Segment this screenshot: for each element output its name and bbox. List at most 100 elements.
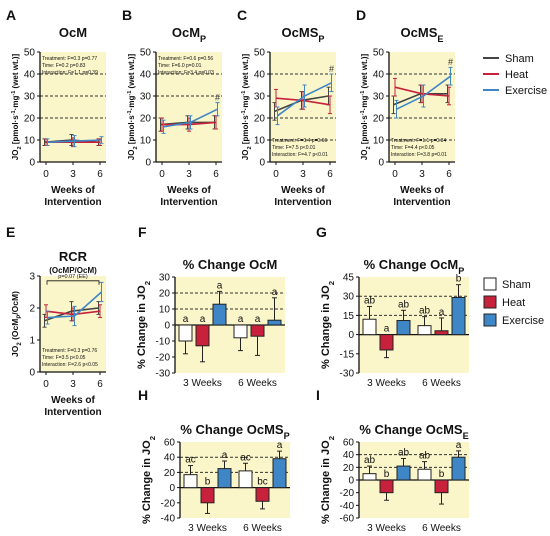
y-axis-label: % Change in JO2 — [136, 281, 152, 369]
y-tick-label: 0 — [164, 321, 170, 332]
y-tick-label: 50 — [24, 48, 36, 59]
stats-line: Treatment: F=1.1 p=0.34 — [391, 138, 446, 144]
legend-bars: Sham Heat Exercise — [483, 277, 544, 327]
y-tick-label: 0 — [348, 330, 354, 341]
bar-sham — [233, 324, 248, 339]
legend-label: Sham — [502, 279, 531, 291]
significance-mark: # — [215, 92, 220, 102]
panel-title: OcMSP — [282, 25, 325, 44]
y-tick-label: 20 — [140, 114, 152, 125]
legend-label: Heat — [505, 69, 528, 81]
label-part: JO — [11, 150, 20, 161]
group-letter: b — [205, 477, 211, 488]
panel-title: OcMSE — [401, 25, 444, 44]
y-tick-label: 30 — [343, 292, 355, 303]
panel-title: % Change OcMSP — [180, 422, 289, 441]
stats-line: Interaction: F=2.6 p<0.05 — [42, 362, 98, 368]
significance-mark: # — [329, 64, 334, 74]
y-tick-label: 40 — [373, 70, 385, 81]
stats-line: Treatment: F=0.4 p=0.66 — [272, 138, 327, 144]
bar-heat — [195, 324, 210, 347]
group-letter: a — [200, 314, 206, 325]
panel-letter: B — [122, 7, 132, 23]
panel-letter: A — [6, 7, 16, 23]
y-tick-label: 0 — [259, 158, 265, 169]
panel-letter: H — [138, 387, 148, 403]
y-tick-label: 10 — [373, 136, 385, 147]
group-letter: b — [384, 469, 390, 480]
label-part: (wet wt.)] — [127, 53, 136, 90]
group-letter: ab — [364, 455, 376, 466]
y-tick-label: 40 — [164, 453, 176, 464]
label-part: -1 — [241, 91, 247, 96]
group-letter: a — [217, 280, 223, 291]
x-tick-label: 6 — [213, 169, 219, 180]
stats-line: Treatment: F=0.3 p=0.76 — [42, 348, 97, 354]
panel-letter: D — [356, 7, 366, 23]
label-part: JO — [127, 150, 136, 161]
stats-line: Interaction: F=4.7 p<0.01 — [272, 152, 328, 158]
legend-label: Exercise — [505, 85, 547, 97]
title-main: % Change OcM — [183, 257, 278, 272]
y-tick-label: 30 — [140, 92, 152, 103]
group-letter: ab — [398, 447, 410, 458]
bar-sham — [417, 325, 432, 336]
bar-exercise — [267, 319, 282, 326]
bar-sham — [183, 474, 198, 489]
plot-area — [40, 276, 106, 372]
x-tick-label: 6 — [446, 169, 452, 180]
label-part: -1 — [127, 110, 133, 115]
y-tick-label: -15 — [340, 349, 355, 360]
label-part: JO — [10, 345, 20, 357]
stats-line: Time: F=0.2 p=0.83 — [42, 63, 86, 69]
y-tick-label: 3 — [29, 272, 35, 283]
category-label: 6 Weeks — [243, 523, 282, 534]
x-tick-label: 3 — [70, 379, 76, 390]
label-part: (OcM — [10, 319, 20, 343]
category-label: 3 Weeks — [188, 523, 227, 534]
group-letter: a — [183, 314, 189, 325]
x-tick-label: 3 — [186, 169, 192, 180]
y-axis-label: % Change in JO2 — [320, 281, 336, 369]
y-tick-label: -40 — [161, 514, 176, 525]
y-tick-label: 45 — [343, 273, 355, 284]
x-axis-label: Weeks of — [51, 395, 95, 406]
x-axis-label: Intervention — [393, 197, 450, 208]
label-part: [pmol·s — [127, 115, 136, 147]
stats-line: Treatment: F=0.3 p=0.77 — [42, 56, 97, 62]
y-axis-label: % Change in JO2 — [320, 436, 336, 524]
y-tick-label: -60 — [340, 514, 355, 525]
title-main: OcM — [59, 25, 87, 40]
title-subscript: P — [284, 431, 290, 441]
y-tick-label: 10 — [24, 136, 36, 147]
label-part: % Change in JO — [320, 440, 332, 524]
y-axis-label: JO2 [pmol·s-1·mg-1 (wet wt.)] — [241, 53, 253, 160]
panel-title: % Change OcMSE — [359, 422, 468, 441]
y-tick-label: 15 — [343, 311, 355, 322]
group-letter: a — [238, 314, 244, 325]
group-letter: b — [439, 469, 445, 480]
y-tick-label: 10 — [159, 305, 171, 316]
y-axis-label: % Change in JO2 — [141, 436, 157, 524]
y-axis-label: JO2 [pmol·s-1·mg-1 (wet wt.)] — [11, 53, 23, 160]
x-tick-label: 6 — [327, 169, 333, 180]
label-part: [pmol·s — [360, 115, 369, 147]
bar-heat — [434, 330, 449, 336]
label-part: 2 — [17, 146, 23, 149]
significance-mark: # — [448, 57, 453, 67]
label-part: -1 — [11, 110, 17, 115]
group-letter: a — [456, 440, 462, 451]
category-label: 3 Weeks — [367, 378, 406, 389]
label-part: -1 — [360, 91, 366, 96]
bar-heat — [379, 479, 394, 494]
category-label: 6 Weeks — [238, 378, 277, 389]
y-tick-label: 20 — [373, 114, 385, 125]
panel-title: OcMP — [172, 25, 206, 44]
y-axis-label: JO2 [pmol·s-1·mg-1 (wet wt.)] — [127, 53, 139, 160]
y-tick-label: 1 — [29, 336, 35, 347]
title-main: OcMS — [282, 25, 319, 40]
x-tick-label: 0 — [273, 169, 279, 180]
significance-bracket — [46, 280, 100, 285]
x-tick-label: 6 — [97, 379, 103, 390]
